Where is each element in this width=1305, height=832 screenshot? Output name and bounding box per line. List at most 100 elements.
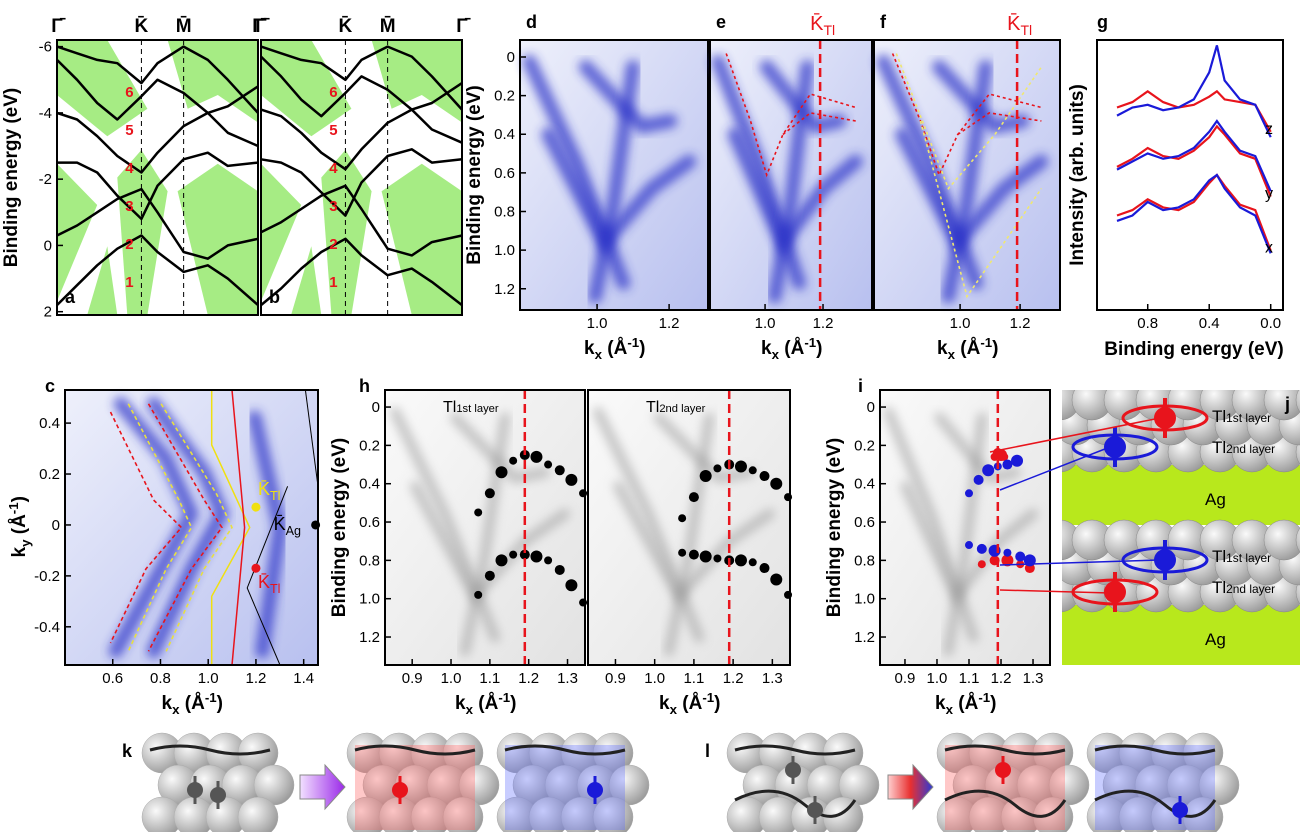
- text-part: Tl: [443, 399, 456, 416]
- spin-point: [530, 550, 543, 563]
- layer-label: Tl1st layer: [1212, 407, 1271, 426]
- fit-curve: [891, 53, 1042, 178]
- spin-point: [976, 543, 987, 554]
- text-part: x: [772, 347, 780, 362]
- x-tick-label: 1.2: [991, 670, 1012, 687]
- text-part: K̄: [258, 572, 270, 592]
- layer-label: Tl1st layer: [1212, 547, 1271, 566]
- tile-edge: [734, 744, 857, 818]
- zone-boundary: [246, 486, 289, 666]
- x-tick-label: 1.3: [557, 670, 578, 687]
- text-part: 2nd layer: [1226, 582, 1275, 596]
- panel-label: f: [880, 12, 887, 32]
- k-point: [251, 563, 261, 573]
- panel-label: l: [705, 741, 710, 761]
- spin-point: [748, 558, 757, 567]
- tint: [945, 745, 1065, 830]
- intensity-feature: [894, 127, 1049, 255]
- plot-frame: [587, 389, 791, 666]
- spin-point: [1000, 452, 1009, 461]
- spin-point: [530, 450, 543, 463]
- intensity-feature: [541, 127, 697, 255]
- spin-point: [973, 474, 984, 485]
- x-tick-label: 0.6: [102, 670, 123, 687]
- text-part: (Å: [779, 338, 805, 359]
- band-curve: [260, 45, 463, 111]
- x-tick-label: 1.0: [441, 670, 462, 687]
- text-part: k: [455, 693, 466, 714]
- k-point-label: K̄Tl: [258, 479, 281, 503]
- trace-label: y: [1265, 186, 1273, 203]
- panel-label: a: [65, 287, 76, 307]
- substrate-label: Ag: [1205, 490, 1226, 509]
- zone-boundary: [210, 390, 251, 665]
- text-part: (Å: [9, 514, 30, 540]
- spin-point: [759, 471, 770, 482]
- intensity-feature: [941, 60, 993, 304]
- text-part: ): [639, 338, 645, 359]
- x-axis-label: kx (Å-1): [162, 690, 223, 717]
- layer-label: Tl2nd layer: [1212, 438, 1275, 457]
- bulk-band-region: [261, 163, 302, 302]
- text-part: -1: [978, 690, 990, 705]
- spin-point: [965, 541, 974, 550]
- marker-label: K̄Tl: [810, 12, 835, 38]
- k-point-label: M̄: [176, 16, 192, 37]
- x-axis-label: kx (Å-1): [935, 690, 996, 717]
- atom: [1295, 579, 1300, 605]
- spin-point: [688, 549, 699, 560]
- y-tick-label: 0.4: [494, 126, 515, 143]
- text-part: Tl: [270, 582, 281, 596]
- y-axis-label: Intensity (arb. units): [1067, 84, 1088, 266]
- spin-point: [748, 466, 757, 475]
- panel-label: i: [858, 376, 863, 396]
- text-part: ): [9, 496, 30, 502]
- spin-point: [474, 508, 483, 517]
- text-part: Tl: [270, 489, 281, 503]
- text-part: Tl: [646, 399, 659, 416]
- spin-point: [474, 590, 483, 599]
- text-part: -1: [980, 335, 992, 350]
- intensity-feature: [460, 412, 510, 657]
- electron: [1104, 581, 1126, 603]
- text-part: x: [670, 702, 678, 717]
- text-part: ): [816, 338, 822, 359]
- guide-curve: [109, 411, 183, 644]
- x-tick-label: 1.2: [246, 670, 267, 687]
- plot-frame: [879, 389, 1051, 666]
- x-tick-label: 1.1: [683, 670, 704, 687]
- spin-point: [495, 466, 508, 479]
- bulk-band-region: [291, 246, 322, 315]
- x-tick-label: 1.2: [1010, 315, 1031, 332]
- spin-point: [699, 470, 712, 483]
- band-index: 4: [125, 160, 134, 177]
- y-tick-label: -4: [39, 105, 52, 122]
- intensity-feature: [900, 481, 1038, 606]
- x-tick-label: 1.0: [755, 315, 776, 332]
- text-part: 1st layer: [456, 403, 499, 415]
- atom: [1263, 519, 1300, 561]
- k-point-label: M̄: [380, 16, 396, 37]
- band-index: 1: [329, 274, 337, 291]
- spin-point: [678, 514, 687, 523]
- band-index: 6: [329, 84, 337, 101]
- process-arrow: [299, 763, 346, 811]
- spin-point: [509, 550, 518, 559]
- spin-point: [713, 464, 722, 473]
- intensity-feature: [613, 481, 775, 605]
- fit-curve: [957, 112, 1042, 136]
- panel: [260, 40, 463, 315]
- electron: [1104, 436, 1126, 458]
- y-axis-label: Binding energy (eV): [464, 85, 485, 264]
- bulk-band-region: [177, 163, 258, 315]
- spin-point: [1001, 554, 1014, 567]
- atom: [1295, 527, 1300, 553]
- y-tick-label: 0.6: [494, 165, 515, 182]
- guide-curve: [127, 403, 193, 652]
- y-tick-label: 0.2: [359, 437, 380, 454]
- band-index: 3: [329, 198, 337, 215]
- x-tick-label: 1.1: [959, 670, 980, 687]
- text-part: Tl: [1212, 407, 1226, 426]
- spin-point: [1003, 548, 1012, 557]
